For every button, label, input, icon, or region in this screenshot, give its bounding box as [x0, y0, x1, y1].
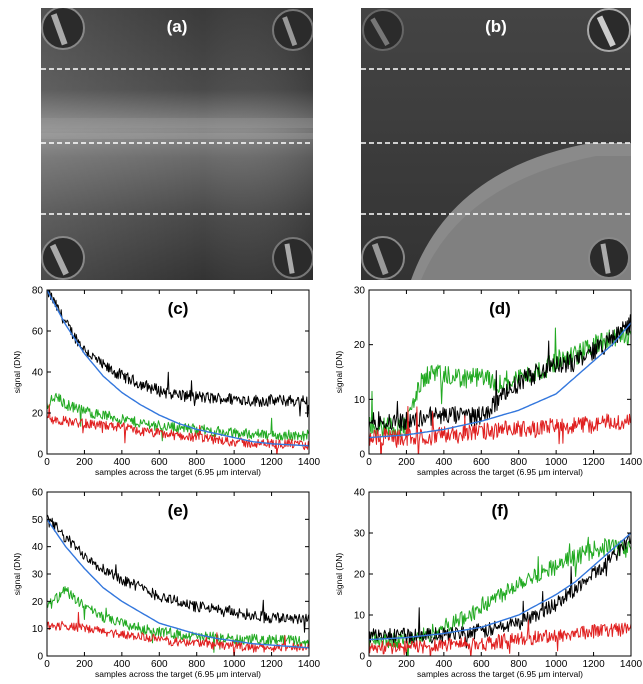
plot-frame	[368, 289, 632, 455]
x-tick-label: 600	[151, 659, 168, 670]
x-tick-label: 800	[510, 457, 527, 468]
x-tick-label: 1000	[545, 659, 568, 670]
series-line-c-2	[47, 404, 309, 454]
y-tick-label: 10	[32, 624, 44, 635]
screw-icon	[588, 237, 630, 279]
x-tick-label: 0	[366, 659, 372, 670]
x-tick-label: 600	[473, 659, 490, 670]
screw-icon	[41, 8, 85, 50]
x-tick-label: 1400	[620, 659, 643, 670]
y-tick-label: 20	[354, 340, 366, 351]
x-tick-label: 600	[473, 457, 490, 468]
x-tick-label: 200	[76, 457, 93, 468]
photo-panel-a: (a)	[41, 8, 313, 280]
panel-label: (e)	[168, 501, 189, 520]
y-tick-label: 30	[32, 570, 44, 581]
y-tick-label: 60	[32, 327, 44, 338]
x-tick-label: 1000	[223, 659, 246, 670]
y-tick-label: 40	[354, 488, 366, 499]
x-tick-label: 800	[188, 659, 205, 670]
y-tick-label: 50	[32, 515, 44, 526]
y-tick-label: 20	[32, 409, 44, 420]
series-line-e-2	[47, 611, 309, 656]
x-tick-label: 400	[114, 659, 131, 670]
series-line-d-0	[369, 326, 631, 438]
x-tick-label: 800	[188, 457, 205, 468]
series-line-d-2	[369, 406, 631, 454]
y-tick-label: 0	[359, 652, 365, 663]
series-line-f-2	[369, 619, 631, 656]
series-line-c-1	[47, 392, 309, 442]
x-tick-label: 1400	[298, 659, 321, 670]
x-tick-label: 200	[76, 659, 93, 670]
series-line-e-0	[47, 514, 309, 633]
x-tick-label: 0	[44, 659, 50, 670]
x-tick-label: 1200	[260, 659, 283, 670]
x-tick-label: 1400	[298, 457, 321, 468]
x-axis-label: samples across the target (6.95 μm inter…	[95, 669, 261, 679]
y-axis-label: signal (DN)	[12, 351, 22, 394]
series-line-d-1	[369, 314, 631, 432]
x-tick-label: 1000	[545, 457, 568, 468]
y-tick-label: 60	[32, 488, 44, 499]
x-axis-label: samples across the target (6.95 μm inter…	[417, 467, 583, 477]
y-tick-label: 10	[354, 611, 366, 622]
y-axis-label: signal (DN)	[334, 351, 344, 394]
y-tick-label: 0	[359, 450, 365, 461]
panel-label: (c)	[168, 299, 189, 318]
x-tick-label: 400	[436, 659, 453, 670]
panel-label: (f)	[492, 501, 509, 520]
photo-label-b: (b)	[485, 17, 507, 36]
x-tick-label: 1400	[620, 457, 643, 468]
panel-label: (d)	[489, 299, 511, 318]
y-tick-label: 40	[32, 542, 44, 553]
screw-icon	[272, 9, 313, 51]
x-tick-label: 800	[510, 659, 527, 670]
x-tick-label: 1000	[223, 457, 246, 468]
x-tick-label: 400	[436, 457, 453, 468]
photo-panel-b: (b)	[361, 8, 631, 280]
series-line-f-3	[369, 532, 631, 641]
x-axis-label: samples across the target (6.95 μm inter…	[95, 467, 261, 477]
y-tick-label: 10	[354, 395, 366, 406]
x-tick-label: 1200	[260, 457, 283, 468]
screw-icon	[587, 8, 631, 52]
photo-b-image: (b)	[361, 8, 631, 280]
x-tick-label: 200	[398, 457, 415, 468]
x-tick-label: 400	[114, 457, 131, 468]
y-tick-label: 30	[354, 529, 366, 540]
y-tick-label: 0	[37, 450, 43, 461]
y-axis-label: signal (DN)	[334, 553, 344, 596]
y-tick-label: 40	[32, 368, 44, 379]
y-tick-label: 0	[37, 652, 43, 663]
chart-panel-c: 0 200 400 600 800 1000 1200 1400 0 20 40 60 80 sample…	[12, 286, 321, 478]
x-tick-label: 1200	[582, 659, 605, 670]
screw-icon	[361, 236, 405, 280]
screw-icon	[362, 9, 404, 51]
series-line-c-3	[47, 290, 309, 447]
x-tick-label: 1200	[582, 457, 605, 468]
x-tick-label: 0	[44, 457, 50, 468]
series-line-d-3	[369, 322, 631, 439]
screw-icon	[41, 236, 85, 280]
y-tick-label: 80	[32, 286, 44, 297]
chart-panel-f: 0 200 400 600 800 1000 1200 1400 0 10 20 30 40 sample…	[334, 488, 643, 680]
chart-panel-e: 0 200 400 600 800 1000 1200 1400 0 10 20 30 40 50 60 sa…	[12, 488, 321, 680]
y-tick-label: 20	[354, 570, 366, 581]
series-line-e-3	[47, 518, 309, 649]
photo-a-image: (a)	[41, 8, 313, 280]
y-tick-label: 20	[32, 597, 44, 608]
x-tick-label: 0	[366, 457, 372, 468]
photo-label-a: (a)	[167, 17, 188, 36]
screw-icon	[272, 237, 313, 279]
x-tick-label: 600	[151, 457, 168, 468]
x-axis-label: samples across the target (6.95 μm inter…	[417, 669, 583, 679]
y-axis-label: signal (DN)	[12, 553, 22, 596]
chart-panel-d: 0 200 400 600 800 1000 1200 1400 0 10 20 30 samples …	[334, 286, 643, 478]
y-tick-label: 30	[354, 286, 366, 297]
series-line-c-0	[47, 290, 309, 418]
x-tick-label: 200	[398, 659, 415, 670]
